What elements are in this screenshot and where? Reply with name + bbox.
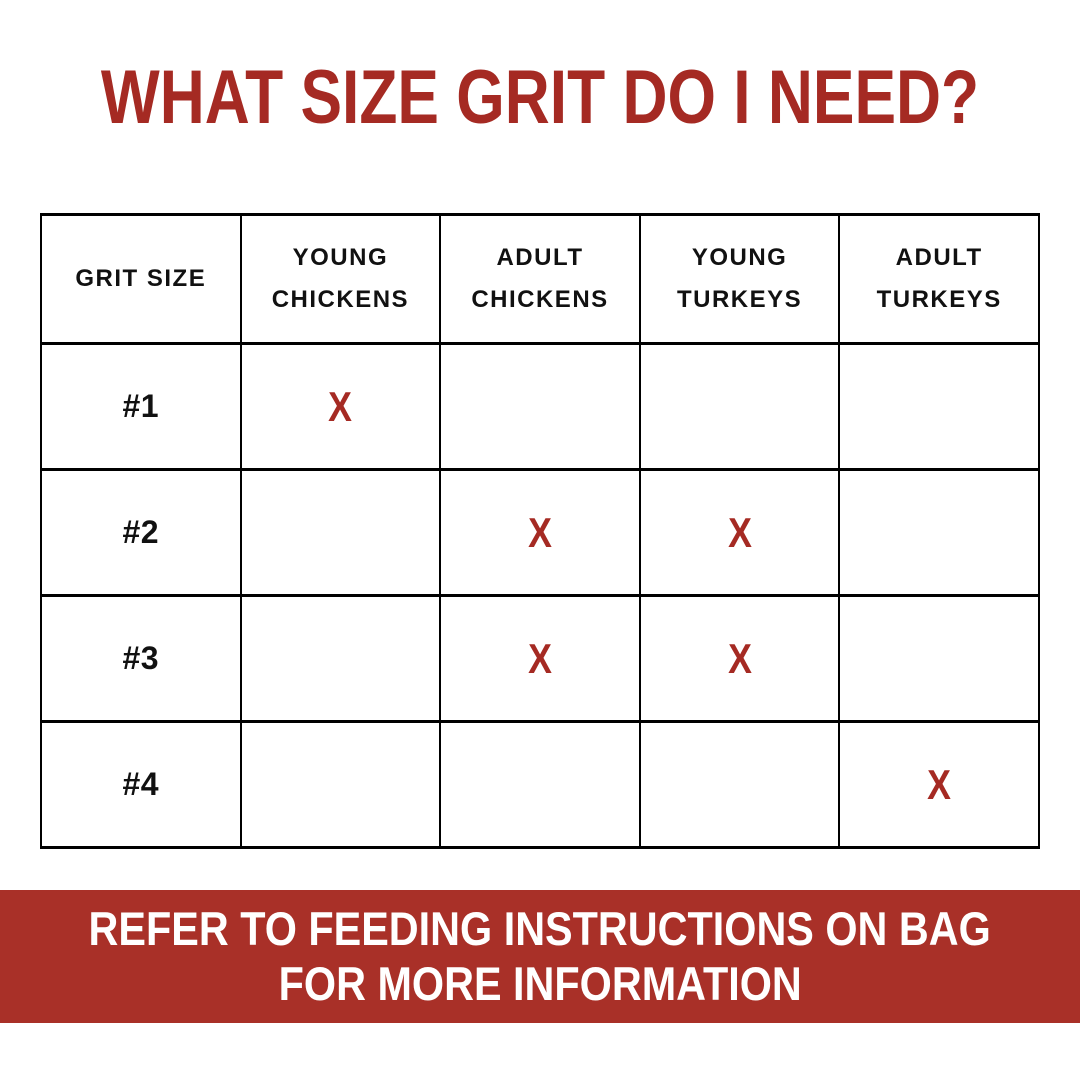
- header-cell-1: YOUNG CHICKENS: [239, 213, 442, 345]
- mark-cell: [239, 468, 442, 597]
- x-mark: X: [328, 382, 353, 430]
- row-label: #4: [122, 766, 160, 802]
- row-label: #3: [122, 640, 160, 676]
- footer-banner: REFER TO FEEDING INSTRUCTIONS ON BAG FOR…: [0, 890, 1080, 1023]
- mark-cell: [439, 342, 641, 471]
- header-cell-4: ADULT TURKEYS: [838, 213, 1040, 345]
- x-mark: X: [927, 760, 952, 808]
- mark-cell: [239, 720, 442, 849]
- mark-cell: X: [439, 468, 641, 597]
- header-row: GRIT SIZE YOUNG CHICKENS ADULT CHICKENS YOU…: [40, 213, 1040, 345]
- mark-cell: [638, 720, 841, 849]
- table-row: #1 X: [40, 342, 1040, 471]
- mark-cell: [439, 720, 641, 849]
- header-cell-3: YOUNG TURKEYS: [638, 213, 841, 345]
- mark-cell: [838, 468, 1040, 597]
- x-mark: X: [727, 634, 752, 682]
- table-row: #2 X X: [40, 468, 1040, 597]
- x-mark: X: [528, 634, 552, 682]
- row-label-cell: #2: [40, 468, 242, 597]
- x-mark: X: [727, 508, 752, 556]
- mark-cell: [838, 594, 1040, 723]
- table-row: #3 X X: [40, 594, 1040, 723]
- mark-cell: [239, 594, 442, 723]
- mark-cell: X: [638, 468, 841, 597]
- mark-cell: X: [638, 594, 841, 723]
- header-cell-0: GRIT SIZE: [40, 213, 242, 345]
- row-label: #2: [122, 514, 160, 550]
- table-row: #4 X: [40, 720, 1040, 849]
- row-label-cell: #4: [40, 720, 242, 849]
- footer-text-line2: FOR MORE INFORMATION: [278, 956, 802, 1010]
- table-body: #1 X #2 X X #3 X X #4 X: [40, 342, 1040, 849]
- mark-cell: [838, 342, 1040, 471]
- mark-cell: X: [239, 342, 442, 471]
- x-mark: X: [528, 508, 552, 556]
- page-title: WHAT SIZE GRIT DO I NEED?: [100, 55, 980, 140]
- table-header: GRIT SIZE YOUNG CHICKENS ADULT CHICKENS YOU…: [40, 213, 1040, 345]
- mark-cell: X: [439, 594, 641, 723]
- grit-size-table: GRIT SIZE YOUNG CHICKENS ADULT CHICKENS YOU…: [40, 213, 1040, 849]
- row-label-cell: #1: [40, 342, 242, 471]
- footer-text-line1: REFER TO FEEDING INSTRUCTIONS ON BAG: [88, 901, 992, 955]
- header-cell-2: ADULT CHICKENS: [439, 213, 641, 345]
- mark-cell: [638, 342, 841, 471]
- row-label: #1: [122, 388, 160, 424]
- mark-cell: X: [838, 720, 1040, 849]
- row-label-cell: #3: [40, 594, 242, 723]
